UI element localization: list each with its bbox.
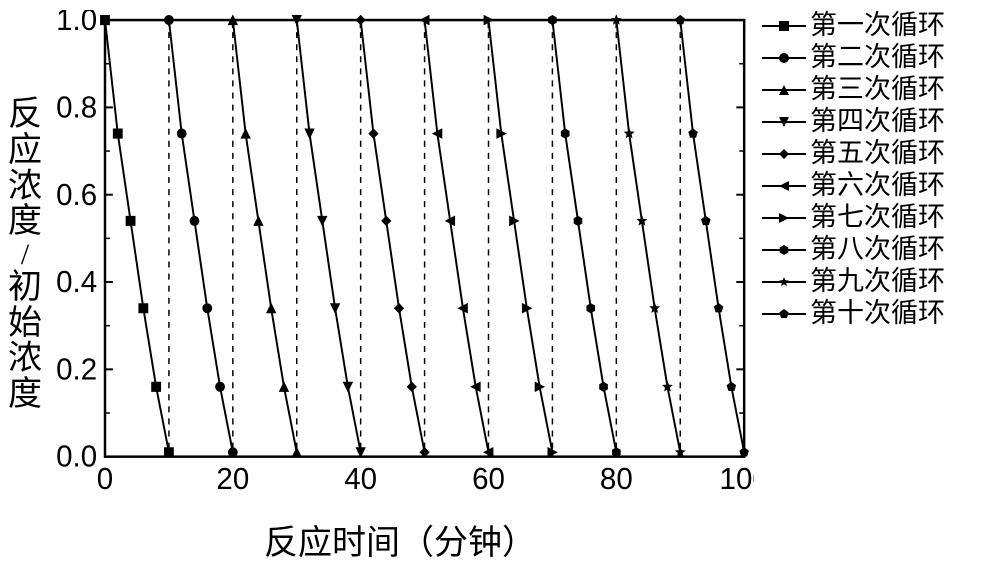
legend-item: 第五次循环	[762, 138, 994, 169]
star-marker-icon	[775, 273, 793, 291]
x-tick-label: 100	[720, 463, 754, 496]
series-line	[616, 20, 680, 452]
legend-swatch	[762, 206, 806, 230]
y-axis-label-slash: /	[8, 240, 42, 270]
tri-up-marker-icon	[775, 81, 793, 99]
legend-label: 第六次循环	[810, 170, 945, 201]
series	[549, 16, 621, 457]
series	[676, 16, 748, 456]
legend-item: 第九次循环	[762, 266, 994, 297]
diamond-marker-icon	[775, 145, 793, 163]
x-tick-label: 0	[97, 463, 113, 496]
legend-item: 第四次循环	[762, 106, 994, 137]
chart-column: 0 20 40 60 80 100 0.0 0.2 0.4 0.6 0.8 1.0 反应时间（分钟）	[46, 0, 760, 570]
legend-label: 第七次循环	[810, 202, 945, 233]
circle-marker-icon	[775, 49, 793, 67]
y-tick-label: 0.0	[56, 440, 97, 473]
series	[420, 16, 493, 457]
legend: 第一次循环第二次循环第三次循环第四次循环第五次循环第六次循环第七次循环第八次循环…	[762, 10, 994, 329]
legend-label: 第一次循环	[810, 10, 945, 41]
series	[101, 16, 174, 457]
chart-svg: 0 20 40 60 80 100 0.0 0.2 0.4 0.6 0.8 1.0	[46, 10, 754, 513]
legend-item: 第六次循环	[762, 170, 994, 201]
legend-label: 第三次循环	[810, 74, 945, 105]
legend-item: 第八次循环	[762, 234, 994, 265]
tri-right-marker-icon	[775, 209, 793, 227]
legend-label: 第十次循环	[810, 298, 945, 329]
series	[356, 16, 429, 457]
series-line	[297, 20, 361, 452]
y-tick-label: 0.2	[56, 353, 97, 386]
x-tick-label: 80	[600, 463, 633, 496]
figure: 反应浓度 / 初始浓度 0 20 40 60 80 100 0.0 0.2 0.4 0.6 0.8 1…	[0, 0, 1000, 570]
legend-label: 第二次循环	[810, 42, 945, 73]
series-line	[233, 20, 297, 452]
y-axis-label: 反应浓度 / 初始浓度	[8, 97, 42, 413]
hexagon-marker-icon	[775, 241, 793, 259]
x-axis-label: 反应时间（分钟）	[46, 513, 754, 564]
x-tick-label: 40	[344, 463, 377, 496]
legend-label: 第九次循环	[810, 266, 945, 297]
legend-swatch	[762, 174, 806, 198]
legend-swatch	[762, 78, 806, 102]
y-tick-label: 0.8	[56, 91, 97, 124]
legend-swatch	[762, 14, 806, 38]
plot-area: 0 20 40 60 80 100 0.0 0.2 0.4 0.6 0.8 1.0	[46, 10, 754, 513]
legend-item: 第二次循环	[762, 42, 994, 73]
x-tick-label: 20	[216, 463, 249, 496]
legend-label: 第四次循环	[810, 106, 945, 137]
legend-item: 第七次循环	[762, 202, 994, 233]
legend-swatch	[762, 46, 806, 70]
legend-column: 第一次循环第二次循环第三次循环第四次循环第五次循环第六次循环第七次循环第八次循环…	[760, 0, 1000, 570]
legend-swatch	[762, 238, 806, 262]
legend-swatch	[762, 302, 806, 326]
y-axis-label-bottom: 初始浓度	[8, 269, 42, 413]
legend-item: 第三次循环	[762, 74, 994, 105]
y-axis-label-top: 反应浓度	[8, 96, 42, 240]
tri-down-marker-icon	[775, 113, 793, 131]
legend-swatch	[762, 142, 806, 166]
series	[292, 16, 365, 457]
y-tick-label: 1.0	[56, 10, 97, 37]
series	[228, 16, 301, 457]
legend-swatch	[762, 270, 806, 294]
pentagon-marker-icon	[775, 305, 793, 323]
legend-swatch	[762, 110, 806, 134]
series	[612, 16, 684, 456]
square-marker-icon	[775, 17, 793, 35]
x-tick-label: 60	[472, 463, 505, 496]
legend-item: 第十次循环	[762, 298, 994, 329]
legend-item: 第一次循环	[762, 10, 994, 41]
tri-left-marker-icon	[775, 177, 793, 195]
y-tick-label: 0.6	[56, 178, 97, 211]
y-axis-label-col: 反应浓度 / 初始浓度	[0, 0, 46, 570]
y-tick-label: 0.4	[56, 266, 97, 299]
legend-label: 第五次循环	[810, 138, 945, 169]
series	[484, 16, 557, 457]
series	[164, 16, 237, 457]
legend-label: 第八次循环	[810, 234, 945, 265]
